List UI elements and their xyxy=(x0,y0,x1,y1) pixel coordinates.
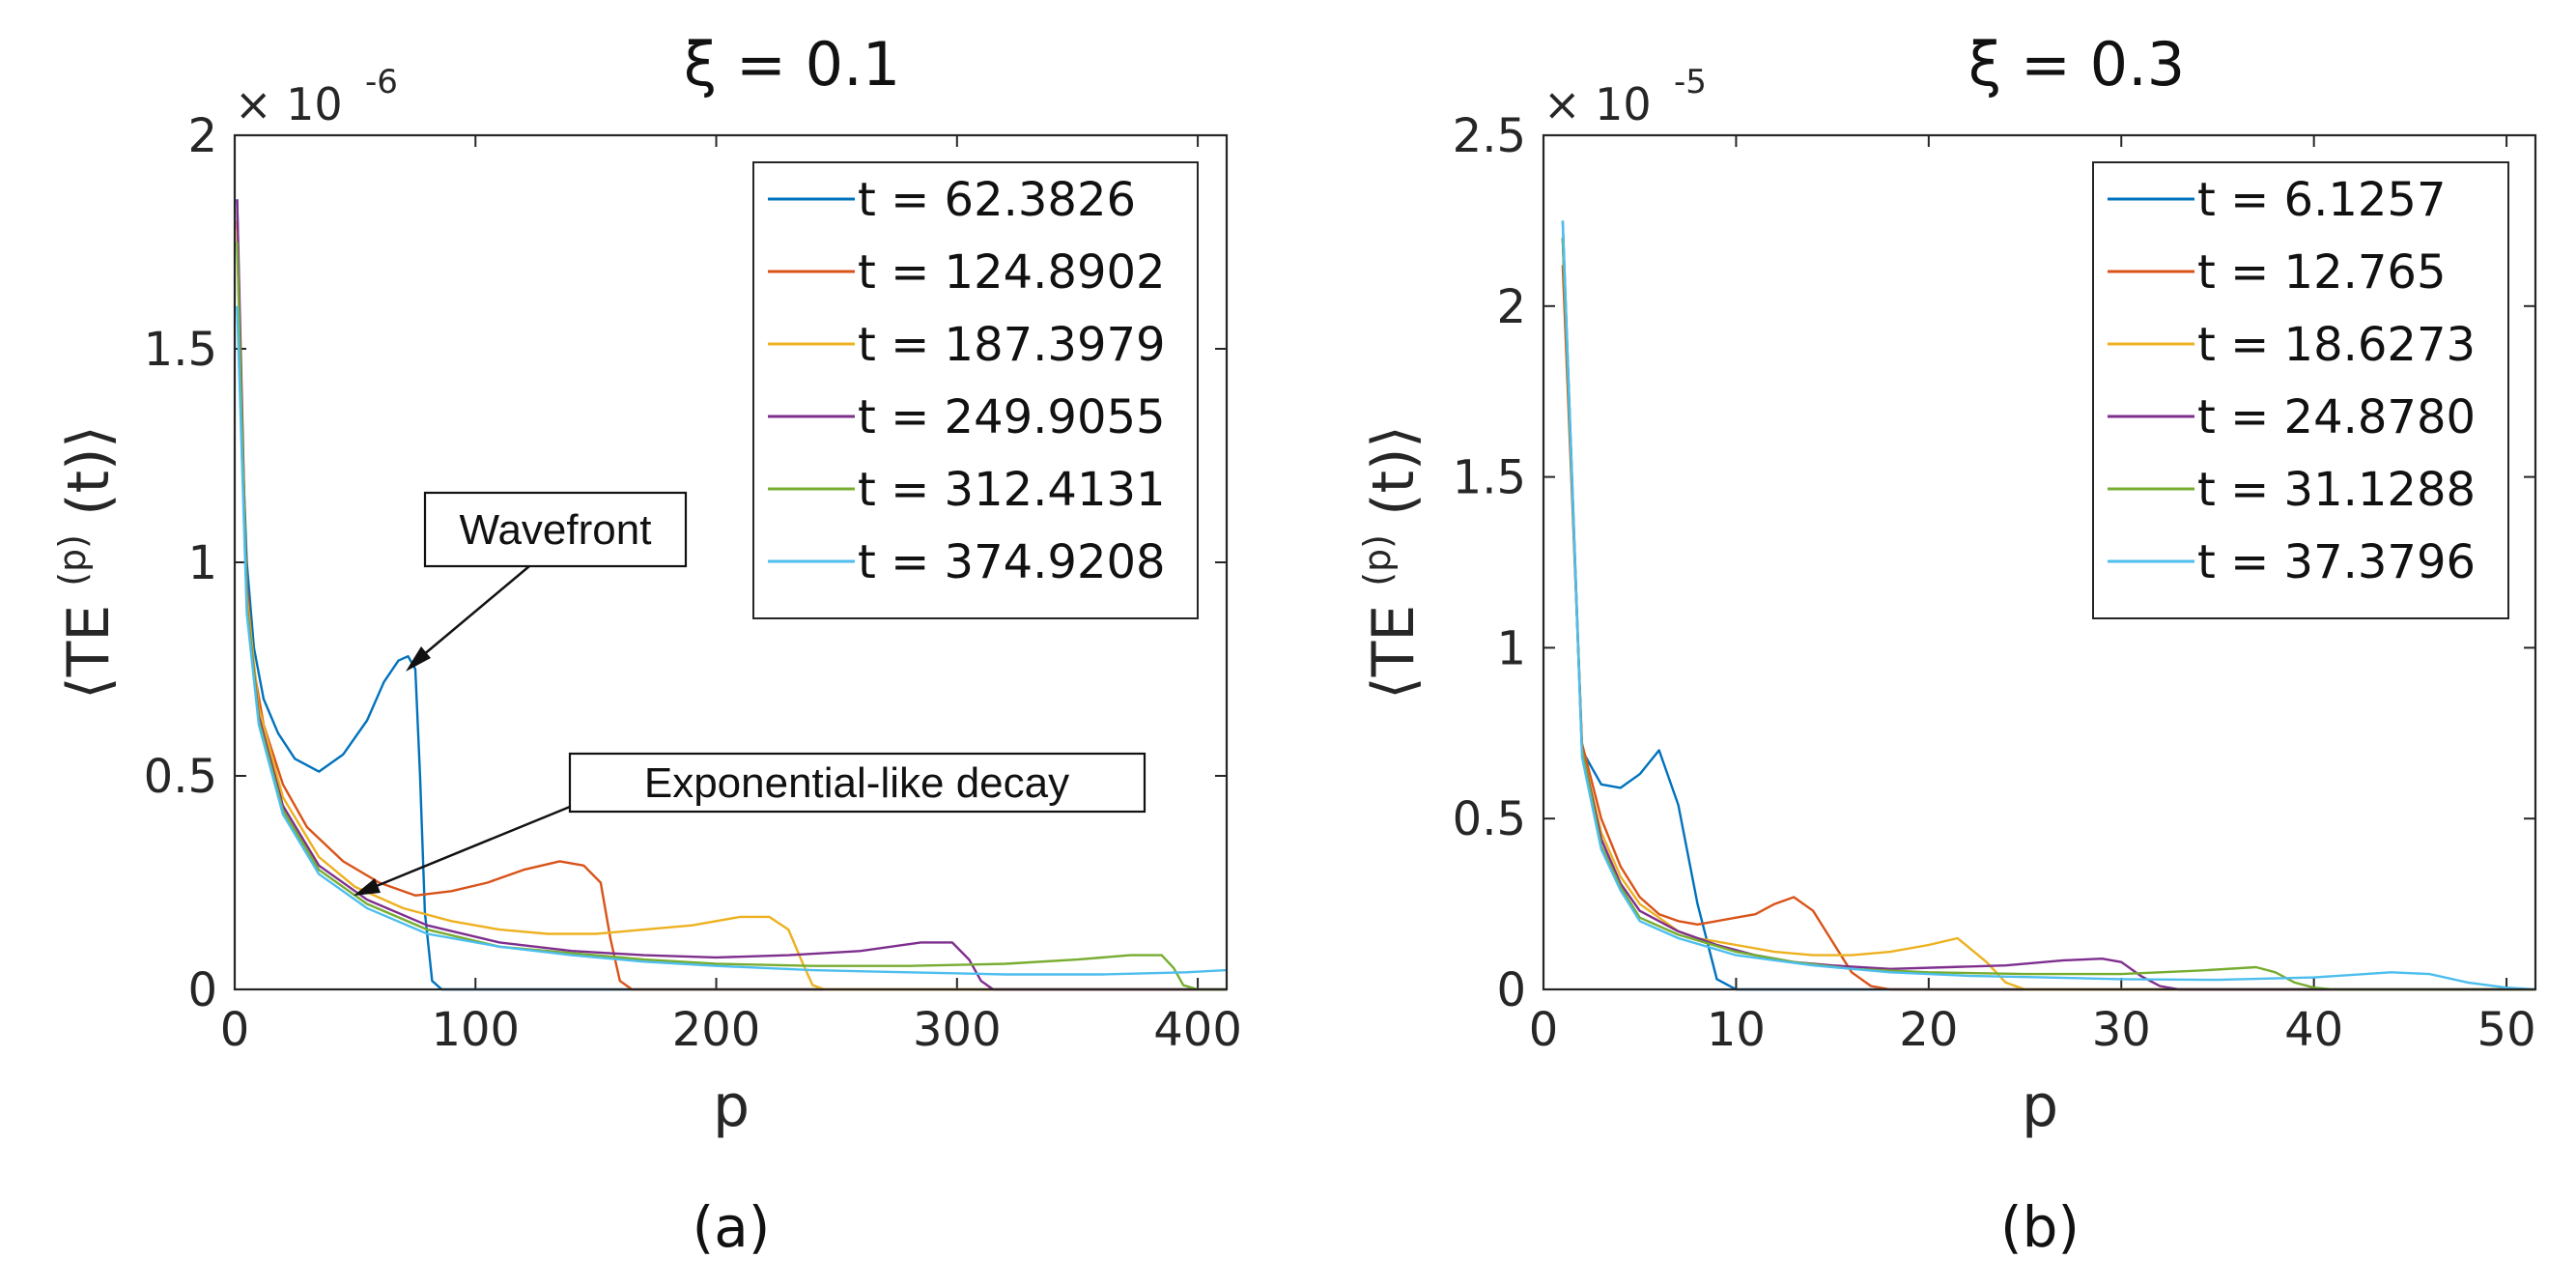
panel-b-series-line-1 xyxy=(1561,220,2535,991)
panel-b-xtick-label: 30 xyxy=(2092,1003,2151,1057)
panel-a-caption: (a) xyxy=(693,1194,771,1260)
panel-b-ytick-label: 2.5 xyxy=(1453,109,1526,163)
panel-b-series-line-5 xyxy=(1561,238,2535,991)
panel-b-legend-label-5: t = 31.1288 xyxy=(2197,463,2476,517)
panel-b-xtick-label: 0 xyxy=(1529,1003,1559,1057)
panel-b-chart: ξ = 0.3 × 10 -5 0 10 20 30 40 5000.511.522.5 … xyxy=(1337,29,2537,1140)
panel-a-legend-label-2: t = 124.8902 xyxy=(858,245,1166,300)
panel-a-legend: t = 62.3826 t = 124.8902 t = 187.3979 t = 2… xyxy=(752,161,1199,619)
panel-a-ytick-label: 1 xyxy=(187,536,217,590)
annotation-wavefront-arrow xyxy=(410,565,530,667)
panel-b-series-group xyxy=(1561,220,2536,991)
panel-b-xtick-label: 40 xyxy=(2284,1003,2343,1057)
annotation-wavefront-text: Wavefront xyxy=(460,506,652,554)
panel-b-legend: t = 6.1257 t = 12.765 t = 18.6273 t = 24.87… xyxy=(2092,161,2509,619)
panel-a-series-line-5 xyxy=(236,242,1227,991)
panel-a-legend-label-5: t = 312.4131 xyxy=(858,463,1166,517)
panel-b-ticks: 0 10 20 30 40 50 0 0.5 1 1.5 2 2.5 xyxy=(1453,109,2536,1057)
panel-b-series-line-3 xyxy=(1561,238,2535,991)
panel-b-ylabel-main: ⟨TE xyxy=(1360,605,1428,700)
panel-a-legend-label-4: t = 249.9055 xyxy=(858,390,1166,444)
panel-a-xtick-label: 200 xyxy=(672,1003,761,1057)
panel-a-y-exponent: × 10 -6 xyxy=(235,63,398,130)
panel-a-series-line-3 xyxy=(236,229,1227,991)
panel-b-ytick-label: 1 xyxy=(1496,621,1526,675)
panel-b-xlabel: p xyxy=(2022,1072,2058,1140)
panel-b-legend-label-2: t = 12.765 xyxy=(2197,245,2447,300)
panel-b-ylabel: ⟨TE (p) (t)⟩ xyxy=(1337,425,1428,700)
panel-a-ytick-label: 0.5 xyxy=(144,750,217,804)
panel-a-axes-box xyxy=(233,133,1229,991)
panel-a-series-line-6 xyxy=(236,305,1228,976)
panel-b-legend-label-3: t = 18.6273 xyxy=(2197,318,2476,372)
panel-b-y-exponent-base: × 10 xyxy=(1543,78,1652,130)
panel-b-ytick-label: 0.5 xyxy=(1453,792,1526,846)
panel-a-ylabel-tail: (t)⟩ xyxy=(55,425,123,516)
panel-a-xlabel: p xyxy=(713,1072,750,1140)
panel-a-series-line-1 xyxy=(236,199,1227,991)
panel-a-xtick-label: 300 xyxy=(913,1003,1002,1057)
panel-b-legend-label-1: t = 6.1257 xyxy=(2197,173,2447,227)
panel-a-legend-label-6: t = 374.9208 xyxy=(858,535,1166,589)
panel-b-xtick-label: 10 xyxy=(1707,1003,1766,1057)
panel-b-title: ξ = 0.3 xyxy=(1968,29,2186,100)
panel-a-y-exponent-base: × 10 xyxy=(235,78,343,130)
panel-b-axes-box xyxy=(1542,133,2537,991)
panel-b-ylabel-sup: (p) xyxy=(1356,534,1399,586)
panel-a-ticks: 0 100 200 300 400 0 0.5 1 1.5 2 xyxy=(144,109,1242,1057)
panel-b-ytick-label: 1.5 xyxy=(1453,451,1526,505)
panel-b-legend-box xyxy=(2092,161,2509,619)
panel-a-legend-label-3: t = 187.3979 xyxy=(858,318,1166,372)
panel-a-ytick-label: 2 xyxy=(187,109,217,163)
panel-b-series-line-6 xyxy=(1561,220,2536,991)
panel-a-legend-box xyxy=(752,161,1199,619)
annotation-exponential-decay-arrowhead xyxy=(354,878,381,896)
panel-b-y-exponent: × 10 -5 xyxy=(1543,63,1707,130)
panel-a-ytick-label: 0 xyxy=(187,963,217,1017)
svg-text:⟨TE (p) (t)⟩: ⟨TE (p) (t)⟩ xyxy=(1337,425,1428,700)
annotation-wavefront-box xyxy=(423,491,688,568)
panel-b-ytick-label: 0 xyxy=(1496,963,1526,1017)
panel-b-xtick-label: 50 xyxy=(2477,1003,2536,1057)
panel-a-chart: ξ = 0.1 × 10 -6 0 100 200 300 400 0 0.5 1 1.5 2 ⟨… xyxy=(32,29,1242,1140)
panel-b-legend-label-4: t = 24.8780 xyxy=(2197,390,2476,444)
panel-b-ytick-label: 2 xyxy=(1496,280,1526,334)
annotation-exponential-decay-arrow xyxy=(361,805,571,894)
svg-text:⟨TE (p) (t)⟩: ⟨TE (p) (t)⟩ xyxy=(32,425,123,700)
panel-a-y-exponent-power: -6 xyxy=(365,63,398,101)
panel-b-ylabel-tail: (t)⟩ xyxy=(1360,425,1428,516)
annotation-wavefront-arrowhead xyxy=(406,646,431,672)
panel-a-ylabel-main: ⟨TE xyxy=(55,605,123,700)
panel-b-y-exponent-power: -5 xyxy=(1674,63,1707,101)
panel-a-title: ξ = 0.1 xyxy=(684,29,901,100)
annotation-exponential-decay-box xyxy=(568,752,1146,814)
panel-a-series-group xyxy=(236,199,1228,991)
panel-a-ytick-label: 1.5 xyxy=(144,323,217,377)
panel-a-xtick-label: 0 xyxy=(220,1003,250,1057)
panel-a-legend-label-1: t = 62.3826 xyxy=(858,173,1136,227)
annotation-wavefront: Wavefront xyxy=(406,491,688,672)
panel-b-legend-label-6: t = 37.3796 xyxy=(2197,535,2476,589)
annotation-exponential-decay: Exponential-like decay xyxy=(354,752,1146,896)
panel-b-xtick-label: 20 xyxy=(1899,1003,1958,1057)
panel-b-series-line-2 xyxy=(1561,265,2535,991)
panel-a-ylabel-sup: (p) xyxy=(51,534,94,586)
panel-a-xtick-label: 400 xyxy=(1153,1003,1242,1057)
panel-a-xtick-label: 100 xyxy=(431,1003,520,1057)
panel-b-caption: (b) xyxy=(2000,1194,2080,1260)
annotation-exponential-decay-text: Exponential-like decay xyxy=(644,759,1069,807)
panel-a-ylabel: ⟨TE (p) (t)⟩ xyxy=(32,425,123,700)
